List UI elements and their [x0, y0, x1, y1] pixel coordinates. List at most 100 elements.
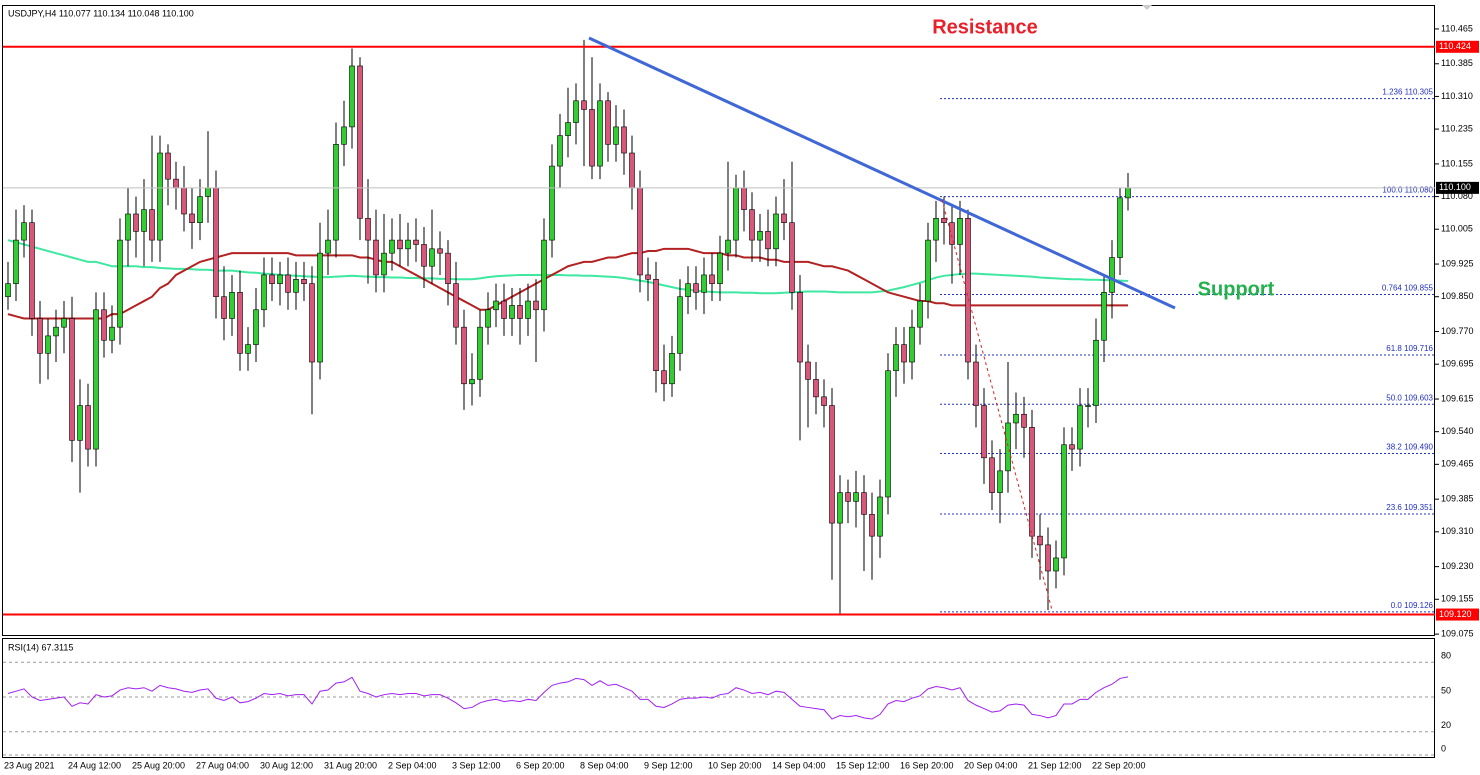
y-tick-label: 110.235	[1441, 123, 1473, 133]
candle-body	[749, 209, 755, 241]
candle-body	[557, 135, 563, 167]
candle-body	[477, 326, 483, 380]
candle-body	[261, 274, 267, 311]
y-tick-label: 110.310	[1441, 91, 1473, 101]
candle-body	[125, 213, 131, 241]
candle-body	[77, 405, 83, 441]
y-tick-label: 109.385	[1441, 494, 1474, 504]
candle-body	[645, 274, 651, 280]
candle-body	[597, 100, 603, 167]
candle-body	[669, 353, 675, 385]
candle-body	[181, 187, 187, 215]
candle-body	[853, 492, 859, 502]
annotation: Resistance	[932, 16, 1038, 38]
candle-body	[933, 218, 939, 241]
candle-body	[973, 361, 979, 406]
candle-body	[693, 283, 699, 293]
candle-body	[413, 239, 419, 245]
x-tick-label: 10 Sep 20:00	[708, 760, 762, 770]
y-tick-label: 109.075	[1441, 629, 1474, 639]
candle-body	[1053, 557, 1059, 572]
main-panel	[2, 5, 1435, 636]
candle-body	[501, 300, 507, 319]
candle-body	[437, 248, 443, 254]
candle-body	[157, 152, 163, 241]
candle-body	[285, 274, 291, 293]
candle-body	[165, 152, 171, 180]
candle-body	[685, 283, 691, 298]
candle-body	[637, 187, 643, 276]
y-tick-label: 50	[1441, 685, 1451, 695]
x-tick-label: 23 Aug 2021	[4, 760, 55, 770]
candle-body	[1101, 292, 1107, 341]
x-tick-label: 22 Sep 20:00	[1092, 760, 1146, 770]
candle-body	[717, 252, 723, 284]
x-tick-label: 16 Sep 20:00	[900, 760, 954, 770]
y-tick-label: 0	[1441, 743, 1446, 753]
candle-body	[1125, 187, 1131, 199]
candle-body	[1061, 444, 1067, 559]
candle-body	[197, 196, 203, 223]
x-tick-label: 27 Aug 04:00	[196, 760, 249, 770]
x-tick-label: 21 Sep 12:00	[1028, 760, 1082, 770]
candle-body	[653, 278, 659, 372]
candle-body	[205, 187, 211, 197]
candle-body	[1037, 535, 1043, 546]
candle-body	[781, 213, 787, 223]
candle-body	[453, 283, 459, 328]
candle-body	[173, 178, 179, 189]
x-tick-label: 6 Sep 20:00	[516, 760, 565, 770]
y-tick-label: 110.465	[1441, 23, 1473, 33]
candle-body	[5, 283, 11, 298]
moving-average	[7, 247, 1128, 320]
candle-body	[869, 514, 875, 537]
candle-body	[1005, 422, 1011, 472]
candle-body	[21, 222, 27, 241]
fib-base-line	[941, 199, 1053, 611]
candle-body	[141, 209, 147, 232]
candle-body	[1029, 427, 1035, 537]
candle-body	[1077, 405, 1083, 450]
candle-body	[101, 309, 107, 341]
candle-body	[405, 239, 411, 250]
moving-average	[7, 239, 1129, 295]
candle-body	[365, 218, 371, 241]
x-tick-label: 30 Aug 12:00	[260, 760, 313, 770]
candle-body	[333, 144, 339, 241]
candle-body	[45, 335, 51, 354]
fib-label: 38.2 109.490	[1386, 443, 1433, 452]
x-tick-label: 31 Aug 20:00	[324, 760, 377, 770]
candle-body	[469, 379, 475, 385]
candle-body	[613, 126, 619, 145]
candle-body	[213, 187, 219, 298]
fib-label: 1.236 110.305	[1382, 88, 1433, 97]
fib-label: 0.0 109.126	[1391, 601, 1434, 610]
candle-body	[621, 126, 627, 154]
candle-body	[373, 239, 379, 276]
y-tick-label: 80	[1441, 651, 1451, 661]
price-label-box	[1436, 40, 1479, 53]
candle-body	[397, 239, 403, 250]
candle-body	[1117, 197, 1123, 258]
candle-body	[221, 296, 227, 319]
candle-body	[605, 100, 611, 145]
x-tick-label: 3 Sep 12:00	[452, 760, 501, 770]
rsi-panel	[2, 638, 1435, 758]
rsi-header: RSI(14) 67.3115	[8, 642, 73, 652]
candle-body	[509, 305, 515, 319]
candle-body	[885, 370, 891, 498]
candle-body	[541, 239, 547, 311]
candle-body	[1109, 257, 1115, 293]
candle-body	[1045, 544, 1051, 572]
candle-body	[805, 361, 811, 380]
price-label: 110.424	[1439, 41, 1471, 51]
candle-body	[293, 278, 299, 293]
candle-body	[845, 492, 851, 502]
x-tick-label: 20 Sep 04:00	[964, 760, 1018, 770]
candle-body	[589, 109, 595, 167]
candle-body	[789, 222, 795, 293]
candle-body	[733, 187, 739, 241]
candle-body	[429, 248, 435, 267]
